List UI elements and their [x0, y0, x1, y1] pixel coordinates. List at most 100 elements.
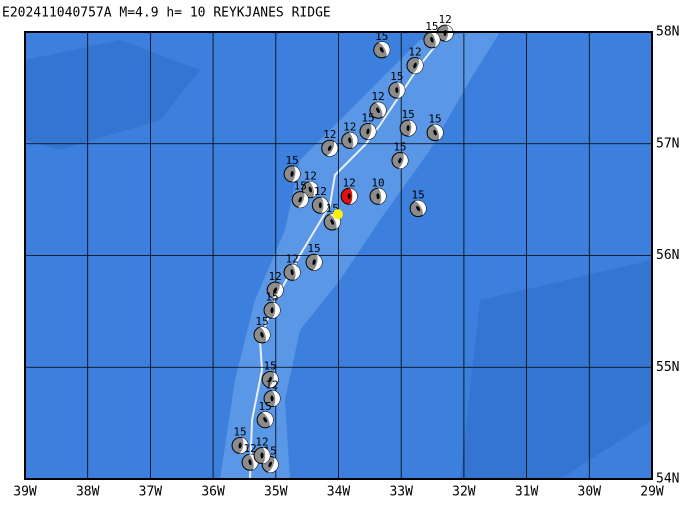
- focal-mechanism: [263, 390, 281, 408]
- beachball-quadrant: [261, 411, 274, 427]
- focal-mechanism: [391, 152, 409, 170]
- beachball-quadrant: [414, 200, 427, 216]
- beachball-center: [268, 376, 272, 383]
- depth-label: 15: [255, 315, 268, 328]
- beachball-center: [330, 219, 335, 225]
- focal-mechanism: [373, 41, 391, 59]
- focal-mechanism: [436, 24, 454, 42]
- beachball-quadrant: [444, 25, 454, 42]
- beachball-quadrant: [271, 302, 281, 319]
- focal-mechanism: [263, 301, 281, 319]
- beachball-quadrant: [290, 264, 301, 281]
- x-tick-label: 32W: [452, 485, 476, 500]
- y-tick-label: 56N: [656, 248, 679, 263]
- x-tick-label: 38W: [76, 485, 100, 500]
- focal-mechanism: [301, 181, 319, 199]
- beachball-quadrant: [267, 457, 279, 473]
- beachball-center: [298, 196, 303, 203]
- focal-mechanism: [231, 436, 249, 454]
- beachball-quadrant: [297, 192, 309, 208]
- focal-mechanism: [311, 196, 329, 214]
- y-tick-label: 57N: [656, 136, 679, 151]
- beachball-center: [416, 205, 421, 212]
- x-tick-label: 39W: [13, 485, 37, 500]
- beachball-center: [366, 128, 370, 135]
- focal-mechanism: [321, 139, 339, 157]
- beachball-center: [430, 36, 434, 43]
- beachball-center: [263, 417, 268, 423]
- focal-mechanism: [369, 101, 387, 119]
- beachball-quadrant: [432, 124, 444, 141]
- beachball-quadrant: [396, 82, 405, 99]
- beachball-quadrant: [429, 31, 440, 48]
- focal-mechanism: [253, 326, 271, 344]
- beachball-center: [318, 202, 322, 209]
- depth-label: 12: [265, 379, 278, 392]
- depth-label: 12: [243, 442, 256, 455]
- beachball-quadrant: [290, 166, 301, 182]
- depth-label: 15: [264, 360, 277, 373]
- x-tick-label: 29W: [640, 485, 664, 500]
- beachball-center: [379, 47, 384, 53]
- focal-mechanism: [253, 447, 271, 465]
- beachball-center: [376, 193, 380, 200]
- beachball-center: [260, 452, 264, 459]
- beachball-quadrant: [377, 188, 386, 205]
- epicenter: [332, 209, 343, 220]
- beachball-quadrant: [267, 371, 279, 388]
- beachball-center: [376, 107, 380, 114]
- beachball-center: [347, 193, 351, 200]
- map-frame: [24, 31, 653, 480]
- beachball-quadrant: [262, 447, 271, 464]
- bathymetry: [460, 260, 652, 479]
- beachball-center: [290, 170, 294, 177]
- beachball-quadrant: [238, 437, 249, 454]
- title: E202411040757A M=4.9 h= 10 REYKJANES RID…: [2, 6, 331, 21]
- beachball-quadrant: [348, 132, 358, 149]
- focal-mechanism: [399, 119, 417, 137]
- x-tick-label: 37W: [139, 485, 163, 500]
- x-tick-label: 33W: [389, 485, 413, 500]
- depth-label: 15: [361, 111, 374, 124]
- x-tick-label: 36W: [201, 485, 225, 500]
- beachball-quadrant: [312, 254, 323, 271]
- depth-label: 15: [428, 113, 441, 126]
- depth-label: 15: [259, 400, 272, 413]
- beachball-center: [433, 129, 437, 136]
- beachball-quadrant: [412, 58, 423, 74]
- depth-label: 12: [323, 128, 336, 141]
- depth-label: 12: [408, 46, 421, 59]
- beachball-center: [260, 331, 264, 338]
- beachball-quadrant: [374, 102, 387, 118]
- beachball-quadrant: [326, 141, 338, 157]
- depth-label: 15: [285, 154, 298, 167]
- beachball-center: [290, 269, 294, 276]
- focal-mechanism: [256, 411, 274, 429]
- focal-mechanism: [305, 253, 323, 271]
- beachball-center: [327, 145, 332, 151]
- depth-label: 15: [412, 189, 425, 202]
- depth-label: 12: [438, 13, 451, 26]
- beachball-center: [395, 87, 399, 94]
- x-tick-label: 30W: [578, 485, 602, 500]
- depth-label: 15: [393, 141, 406, 154]
- depth-label: 15: [294, 180, 307, 193]
- focal-mechanism: [341, 131, 359, 149]
- plate-boundary: [249, 39, 441, 480]
- focal-mechanism: [359, 122, 377, 140]
- focal-mechanism: [423, 31, 441, 49]
- depth-label: 12: [255, 436, 268, 449]
- depth-label: 12: [343, 176, 356, 189]
- beachball-center: [248, 459, 252, 466]
- beachball-quadrant: [308, 181, 319, 198]
- depth-label: 12: [285, 252, 298, 265]
- beachball-quadrant: [271, 283, 284, 299]
- depth-label: 15: [265, 290, 278, 303]
- beachball-center: [348, 137, 352, 144]
- focal-mechanism: [406, 57, 424, 75]
- depth-label: 12: [371, 90, 384, 103]
- x-tick-label: 35W: [264, 485, 288, 500]
- beachball-quadrant: [259, 326, 270, 343]
- beachball-center: [406, 125, 410, 132]
